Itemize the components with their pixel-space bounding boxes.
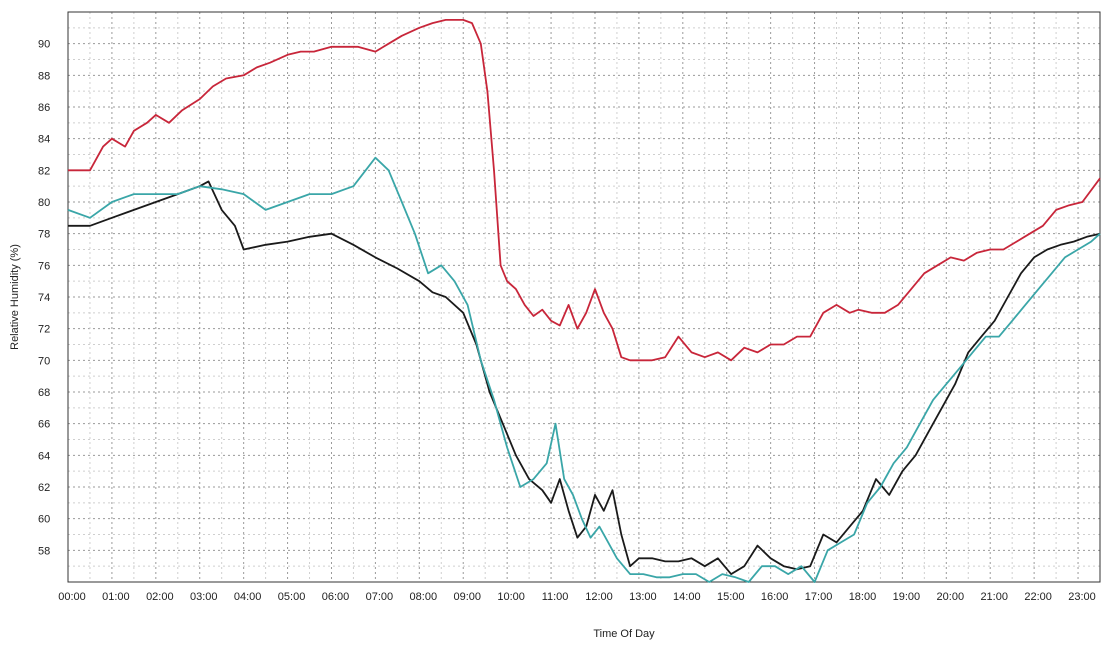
x-axis-label: Time Of Day (593, 628, 655, 640)
x-tick-label: 23:00 (1068, 591, 1096, 603)
grid (67, 11, 1101, 583)
y-axis-label: Relative Humidity (%) (9, 244, 21, 350)
y-axis-ticks: 58 60 62 64 66 68 70 72 74 76 78 80 82 84 86 88 90 (38, 39, 50, 558)
x-tick-label: 15:00 (717, 591, 745, 603)
x-tick-label: 13:00 (629, 591, 657, 603)
x-tick-label: 22:00 (1024, 591, 1052, 603)
x-tick-label: 00:00 (58, 591, 86, 603)
x-tick-label: 02:00 (146, 591, 174, 603)
x-tick-label: 07:00 (366, 591, 394, 603)
plot-frame (67, 11, 1101, 583)
x-axis-ticks: 00:00 01:00 02:00 03:00 04:00 05:00 06:00 07:00… (58, 591, 1096, 603)
x-tick-label: 06:00 (322, 591, 350, 603)
x-tick-label: 20:00 (937, 591, 965, 603)
y-tick-label: 88 (38, 70, 50, 82)
x-tick-label: 09:00 (453, 591, 481, 603)
y-tick-label: 72 (38, 324, 50, 336)
series-line-3 (67, 156, 1101, 583)
y-tick-label: 76 (38, 260, 50, 272)
x-tick-label: 17:00 (805, 591, 833, 603)
y-tick-label: 84 (38, 134, 50, 146)
x-tick-label: 05:00 (278, 591, 306, 603)
y-tick-label: 60 (38, 514, 50, 526)
y-tick-label: 58 (38, 545, 50, 557)
series-line-2 (68, 180, 1101, 575)
series-lines (67, 18, 1101, 583)
y-tick-label: 86 (38, 102, 50, 114)
y-tick-label: 64 (38, 450, 50, 462)
y-tick-label: 82 (38, 165, 50, 177)
y-tick-label: 90 (38, 39, 50, 51)
x-tick-label: 21:00 (980, 591, 1008, 603)
x-tick-label: 04:00 (234, 591, 262, 603)
y-tick-label: 74 (38, 292, 50, 304)
y-tick-label: 80 (38, 197, 50, 209)
y-tick-label: 70 (38, 355, 50, 367)
x-tick-label: 10:00 (497, 591, 525, 603)
x-tick-label: 16:00 (761, 591, 789, 603)
x-tick-label: 11:00 (542, 591, 569, 603)
x-tick-label: 18:00 (849, 591, 877, 603)
y-tick-label: 78 (38, 229, 50, 241)
x-tick-label: 08:00 (410, 591, 438, 603)
y-tick-label: 68 (38, 387, 50, 399)
x-tick-label: 01:00 (102, 591, 130, 603)
x-tick-label: 19:00 (893, 591, 921, 603)
x-tick-label: 03:00 (190, 591, 218, 603)
x-tick-label: 14:00 (673, 591, 701, 603)
y-tick-label: 62 (38, 482, 50, 494)
y-tick-label: 66 (38, 419, 50, 431)
x-tick-label: 12:00 (585, 591, 613, 603)
series-line-1 (68, 18, 1101, 362)
